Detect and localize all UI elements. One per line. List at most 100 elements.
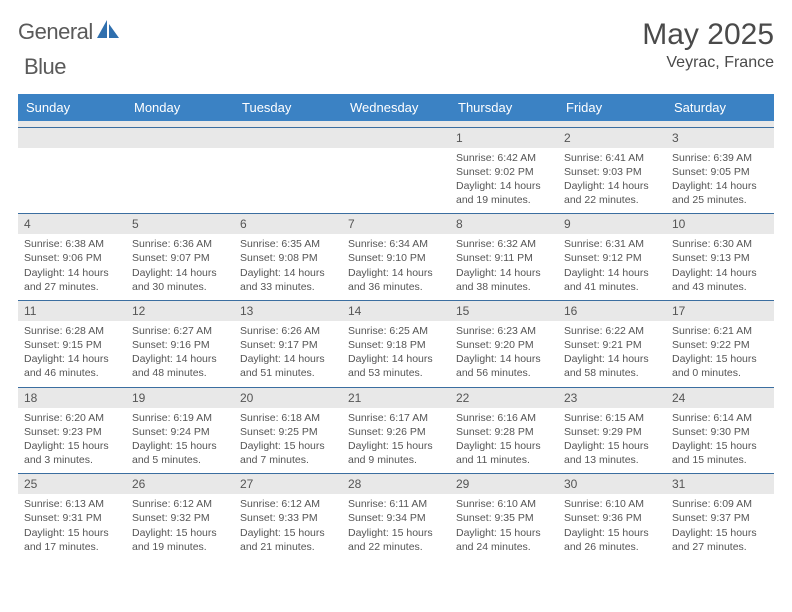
day-number: 6: [234, 214, 342, 235]
sail-icon: [95, 18, 121, 45]
daylight-text: Daylight: 15 hours and 15 minutes.: [672, 439, 768, 467]
sunrise-text: Sunrise: 6:28 AM: [24, 324, 120, 338]
sunset-text: Sunset: 9:37 PM: [672, 511, 768, 525]
day-cell: Sunrise: 6:34 AMSunset: 9:10 PMDaylight:…: [342, 234, 450, 300]
day-cell: Sunrise: 6:32 AMSunset: 9:11 PMDaylight:…: [450, 234, 558, 300]
brand-logo: General: [18, 18, 123, 45]
day-number: 10: [666, 214, 774, 235]
sunset-text: Sunset: 9:15 PM: [24, 338, 120, 352]
day-number: 18: [18, 387, 126, 408]
sunset-text: Sunset: 9:26 PM: [348, 425, 444, 439]
calendar-body: 123Sunrise: 6:42 AMSunset: 9:02 PMDaylig…: [18, 127, 774, 560]
sunrise-text: Sunrise: 6:27 AM: [132, 324, 228, 338]
day-content-row: Sunrise: 6:20 AMSunset: 9:23 PMDaylight:…: [18, 408, 774, 474]
empty-cell: [342, 127, 450, 148]
day-number: 14: [342, 300, 450, 321]
sunset-text: Sunset: 9:10 PM: [348, 251, 444, 265]
sunset-text: Sunset: 9:29 PM: [564, 425, 660, 439]
day-number: 12: [126, 300, 234, 321]
brand-name-part1: General: [18, 19, 93, 45]
calendar-table: Sunday Monday Tuesday Wednesday Thursday…: [18, 94, 774, 560]
title-block: May 2025 Veyrac, France: [642, 18, 774, 72]
day-number: 2: [558, 127, 666, 148]
sunset-text: Sunset: 9:13 PM: [672, 251, 768, 265]
empty-cell: [126, 148, 234, 214]
day-cell: Sunrise: 6:26 AMSunset: 9:17 PMDaylight:…: [234, 321, 342, 387]
sunrise-text: Sunrise: 6:18 AM: [240, 411, 336, 425]
day-cell: Sunrise: 6:30 AMSunset: 9:13 PMDaylight:…: [666, 234, 774, 300]
sunset-text: Sunset: 9:25 PM: [240, 425, 336, 439]
day-cell: Sunrise: 6:23 AMSunset: 9:20 PMDaylight:…: [450, 321, 558, 387]
sunset-text: Sunset: 9:31 PM: [24, 511, 120, 525]
daylight-text: Daylight: 15 hours and 3 minutes.: [24, 439, 120, 467]
day-number: 31: [666, 474, 774, 495]
daylight-text: Daylight: 14 hours and 38 minutes.: [456, 266, 552, 294]
weekday-friday: Friday: [558, 94, 666, 121]
empty-cell: [234, 148, 342, 214]
brand-name-part2: Blue: [24, 54, 66, 79]
day-cell: Sunrise: 6:35 AMSunset: 9:08 PMDaylight:…: [234, 234, 342, 300]
sunrise-text: Sunrise: 6:39 AM: [672, 151, 768, 165]
sunrise-text: Sunrise: 6:11 AM: [348, 497, 444, 511]
weekday-monday: Monday: [126, 94, 234, 121]
sunset-text: Sunset: 9:23 PM: [24, 425, 120, 439]
sunset-text: Sunset: 9:28 PM: [456, 425, 552, 439]
daylight-text: Daylight: 15 hours and 19 minutes.: [132, 526, 228, 554]
day-number: 1: [450, 127, 558, 148]
sunset-text: Sunset: 9:35 PM: [456, 511, 552, 525]
sunrise-text: Sunrise: 6:16 AM: [456, 411, 552, 425]
day-number: 15: [450, 300, 558, 321]
sunset-text: Sunset: 9:16 PM: [132, 338, 228, 352]
daylight-text: Daylight: 15 hours and 26 minutes.: [564, 526, 660, 554]
daylight-text: Daylight: 14 hours and 33 minutes.: [240, 266, 336, 294]
sunrise-text: Sunrise: 6:14 AM: [672, 411, 768, 425]
sunset-text: Sunset: 9:22 PM: [672, 338, 768, 352]
sunrise-text: Sunrise: 6:26 AM: [240, 324, 336, 338]
empty-cell: [126, 127, 234, 148]
day-number: 26: [126, 474, 234, 495]
day-cell: Sunrise: 6:28 AMSunset: 9:15 PMDaylight:…: [18, 321, 126, 387]
day-number-row: 45678910: [18, 214, 774, 235]
day-number: 29: [450, 474, 558, 495]
daylight-text: Daylight: 14 hours and 48 minutes.: [132, 352, 228, 380]
sunset-text: Sunset: 9:18 PM: [348, 338, 444, 352]
day-content-row: Sunrise: 6:42 AMSunset: 9:02 PMDaylight:…: [18, 148, 774, 214]
sunrise-text: Sunrise: 6:41 AM: [564, 151, 660, 165]
sunrise-text: Sunrise: 6:35 AM: [240, 237, 336, 251]
sunrise-text: Sunrise: 6:20 AM: [24, 411, 120, 425]
day-cell: Sunrise: 6:11 AMSunset: 9:34 PMDaylight:…: [342, 494, 450, 560]
day-number-row: 11121314151617: [18, 300, 774, 321]
day-cell: Sunrise: 6:31 AMSunset: 9:12 PMDaylight:…: [558, 234, 666, 300]
day-number-row: 123: [18, 127, 774, 148]
day-number: 7: [342, 214, 450, 235]
daylight-text: Daylight: 14 hours and 19 minutes.: [456, 179, 552, 207]
day-content-row: Sunrise: 6:13 AMSunset: 9:31 PMDaylight:…: [18, 494, 774, 560]
sunset-text: Sunset: 9:11 PM: [456, 251, 552, 265]
day-cell: Sunrise: 6:21 AMSunset: 9:22 PMDaylight:…: [666, 321, 774, 387]
day-cell: Sunrise: 6:13 AMSunset: 9:31 PMDaylight:…: [18, 494, 126, 560]
day-cell: Sunrise: 6:39 AMSunset: 9:05 PMDaylight:…: [666, 148, 774, 214]
day-cell: Sunrise: 6:41 AMSunset: 9:03 PMDaylight:…: [558, 148, 666, 214]
day-cell: Sunrise: 6:25 AMSunset: 9:18 PMDaylight:…: [342, 321, 450, 387]
calendar-page: General May 2025 Veyrac, France Blue Sun…: [0, 0, 792, 560]
sunset-text: Sunset: 9:24 PM: [132, 425, 228, 439]
sunrise-text: Sunrise: 6:38 AM: [24, 237, 120, 251]
daylight-text: Daylight: 15 hours and 9 minutes.: [348, 439, 444, 467]
sunset-text: Sunset: 9:34 PM: [348, 511, 444, 525]
day-number: 11: [18, 300, 126, 321]
empty-cell: [234, 127, 342, 148]
sunrise-text: Sunrise: 6:36 AM: [132, 237, 228, 251]
daylight-text: Daylight: 14 hours and 30 minutes.: [132, 266, 228, 294]
day-number: 28: [342, 474, 450, 495]
day-number: 23: [558, 387, 666, 408]
sunset-text: Sunset: 9:03 PM: [564, 165, 660, 179]
sunrise-text: Sunrise: 6:23 AM: [456, 324, 552, 338]
sunset-text: Sunset: 9:21 PM: [564, 338, 660, 352]
day-number: 24: [666, 387, 774, 408]
sunrise-text: Sunrise: 6:12 AM: [240, 497, 336, 511]
day-number: 8: [450, 214, 558, 235]
day-cell: Sunrise: 6:10 AMSunset: 9:35 PMDaylight:…: [450, 494, 558, 560]
day-number: 27: [234, 474, 342, 495]
day-cell: Sunrise: 6:20 AMSunset: 9:23 PMDaylight:…: [18, 408, 126, 474]
empty-cell: [18, 148, 126, 214]
